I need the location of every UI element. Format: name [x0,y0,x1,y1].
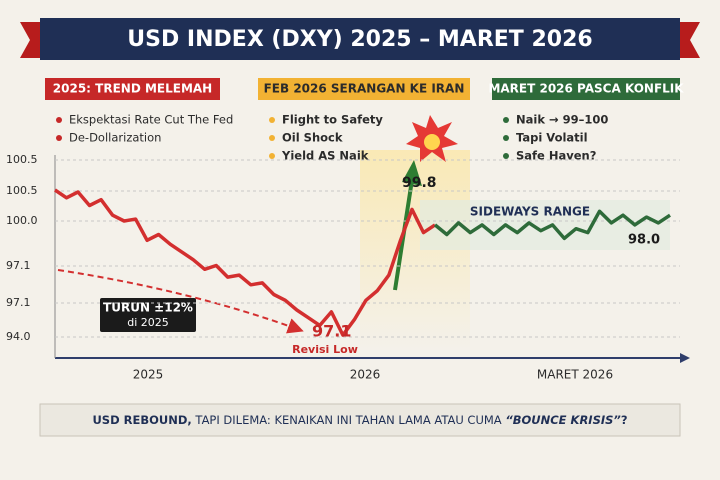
decline-label: di 2025 [127,316,169,329]
bullet-text: Safe Haven? [516,149,596,163]
explosion-core [424,134,440,150]
bullet-text: Ekspektasi Rate Cut The Fed [69,113,233,127]
x-axis-label: MARET 2026 [537,368,613,382]
panel-header [258,78,470,100]
decline-box [100,298,196,332]
bullet-dot [503,135,509,141]
footer-text: USD REBOUND, TAPI DILEMA: KENAIKAN INI T… [92,413,627,427]
footer-box [39,403,681,437]
x-axis-arrow [680,353,690,363]
footer-part: TAPI DILEMA: KENAIKAN INI TAHAN LAMA ATA… [192,413,506,427]
y-axis-label: 100.5 [6,153,38,166]
low-note: Revisi Low [292,343,358,356]
panel-title: 2025: TREND MELEMAH [53,82,212,96]
peak-label: 99.8 [402,175,437,191]
y-axis-label: 100.0 [6,214,38,227]
title-banner [40,18,680,60]
panel-header [45,78,220,100]
footer-part: USD REBOUND, [92,413,191,427]
bullet-text: Yield AS Naik [281,149,369,163]
bullet-text: Oil Shock [282,131,343,145]
bullet-dot [56,135,62,141]
current-label: 98.0 [628,233,660,248]
ribbon-end [20,22,40,58]
bullet-text: Flight to Safety [282,113,383,127]
sideways-label: SIDEWAYS RANGE [470,205,590,219]
bullet-dot [503,153,509,159]
rebound-arrowhead [402,160,422,186]
low-label: 97.1 [312,322,351,341]
y-axis-label: 97.1 [6,259,31,272]
decline-label: TURUN ±12% [103,301,193,315]
bullet-text: Tapi Volatil [516,131,588,145]
bullet-dot [503,117,509,123]
footer-part: “BOUNCE KRISIS” [505,413,621,427]
footer-part: ? [621,413,628,427]
trend-arrow [57,269,304,334]
bullet-dot [269,135,275,141]
bullet-dot [269,153,275,159]
bullet-text: Naik → 99–100 [516,113,608,127]
panel-header [492,78,680,100]
series-line [433,209,671,241]
series-line [54,188,436,337]
bullet-dot [269,117,275,123]
panel-title: MARET 2026 PASCA KONFLIK [488,82,684,96]
panel-title: FEB 2026 SERANGAN KE IRAN [264,82,465,96]
x-axis-label: 2025 [133,368,164,382]
ribbon-end [680,22,700,58]
y-axis-label: 97.1 [6,296,31,309]
y-axis-label: 94.0 [6,330,31,343]
y-axis-label: 100.5 [6,184,38,197]
chart-title: USD INDEX (DXY) 2025 – MARET 2026 [127,27,592,52]
bullet-text: De-Dollarization [69,131,161,145]
x-axis-label: 2026 [350,368,381,382]
bullet-dot [56,117,62,123]
